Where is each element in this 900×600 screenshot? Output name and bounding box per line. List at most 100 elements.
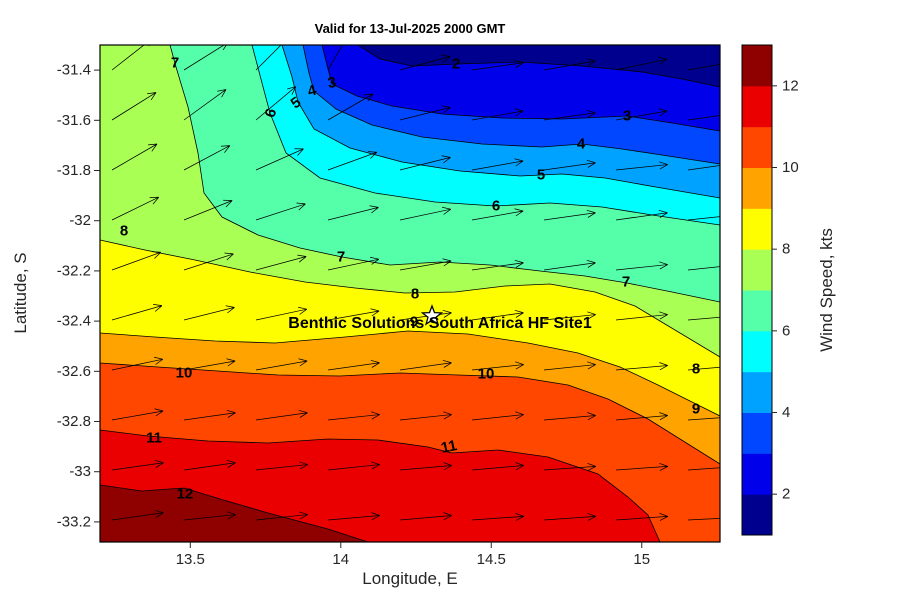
contour-label-8: 8 — [411, 286, 419, 303]
wind-arrow — [471, 158, 524, 171]
wind-arrow — [615, 161, 668, 171]
colorbar-border — [741, 44, 773, 536]
wind-arrow — [255, 511, 308, 521]
y-tick-label: -31.6 — [57, 112, 91, 129]
colorbar-tick-label: 4 — [782, 404, 790, 421]
wind-arrow — [543, 311, 596, 321]
contour-label-3: 3 — [326, 74, 337, 92]
wind-arrow — [687, 517, 720, 521]
wind-arrow — [471, 361, 524, 371]
wind-arrow — [687, 417, 720, 421]
contour-label-2: 2 — [452, 56, 460, 73]
contour-line-4 — [302, 45, 720, 165]
y-tick-label: -32.4 — [57, 313, 91, 330]
y-tick-label: -32 — [69, 212, 91, 229]
colorbar-band — [742, 494, 772, 536]
wind-arrow — [399, 359, 452, 371]
wind-arrow — [111, 45, 150, 71]
wind-arrow — [111, 356, 164, 371]
colorbar-tick-label: 8 — [782, 241, 790, 258]
contour-line-9 — [100, 330, 720, 417]
wind-arrow — [183, 511, 236, 521]
wind-arrow — [327, 411, 380, 421]
wind-arrow — [471, 59, 524, 71]
y-tick-label: -33.2 — [57, 513, 91, 530]
wind-arrow — [183, 89, 227, 121]
colorbar-band — [742, 45, 772, 87]
contour-label-10: 10 — [478, 366, 495, 383]
colorbar-band — [742, 85, 772, 128]
wind-arrow — [327, 256, 380, 271]
colorbar-band — [742, 208, 772, 250]
colorbar-band — [742, 371, 772, 413]
wind-arrow — [687, 266, 720, 271]
wind-arrow — [327, 205, 379, 221]
axes-box — [99, 44, 721, 543]
contour-label-6: 6 — [492, 198, 500, 215]
wind-arrow — [399, 155, 451, 171]
wind-arrow — [471, 411, 524, 421]
colorbar-tick-label: 6 — [782, 322, 790, 339]
contour-line-8 — [100, 239, 720, 358]
x-tick-label: 13.5 — [176, 551, 205, 568]
wind-arrow — [111, 196, 160, 221]
y-tick-label: -33 — [69, 463, 91, 480]
wind-arrow — [255, 461, 308, 471]
wind-arrow — [327, 45, 343, 71]
colorbar-tick-label: 10 — [782, 159, 799, 176]
wind-arrow — [615, 311, 668, 321]
contour-label-9: 9 — [410, 314, 418, 331]
colorbar-tick-label: 2 — [782, 486, 790, 503]
wind-arrow — [183, 409, 236, 421]
wind-arrow — [543, 159, 596, 171]
y-tick-label: -32.2 — [57, 262, 91, 279]
wind-arrow — [399, 258, 452, 271]
contour-label-5: 5 — [537, 167, 545, 184]
contour-label-7: 7 — [171, 55, 179, 72]
wind-arrow — [327, 308, 380, 321]
y-axis-ticks: -31.4 -31.6 -31.8 -32 -32.2 -32.4 -32.6 -32.8 -3… — [57, 62, 100, 530]
wind-arrow — [471, 108, 524, 121]
contour-line-10 — [100, 362, 720, 465]
contour-label-7: 7 — [622, 274, 630, 291]
wind-arrow — [399, 206, 452, 221]
colorbar-tick-label: 12 — [782, 77, 799, 94]
wind-arrow — [471, 462, 524, 471]
wind-arrow — [255, 45, 282, 71]
colorbar-band — [742, 167, 772, 209]
contour-bands — [100, 45, 720, 542]
star-icon — [420, 304, 444, 326]
colorbar-band — [742, 330, 772, 373]
wind-arrow — [687, 316, 720, 321]
colorbar-label: Wind Speed, kts — [817, 228, 836, 352]
wind-arrow — [399, 462, 452, 471]
wind-arrow — [111, 509, 164, 521]
y-tick-label: -32.6 — [57, 363, 91, 380]
y-tick-label: -32.8 — [57, 413, 91, 430]
wind-arrow — [255, 86, 297, 121]
wind-arrow — [399, 54, 451, 71]
wind-arrow — [399, 105, 451, 121]
wind-arrow — [255, 148, 304, 171]
wind-arrow — [183, 199, 233, 221]
wind-arrow — [327, 359, 380, 371]
y-tick-label: -31.8 — [57, 162, 91, 179]
contour-label-11: 11 — [146, 430, 162, 447]
contour-label-12: 12 — [177, 486, 194, 503]
wind-arrow — [183, 145, 231, 171]
wind-arrow — [183, 45, 227, 71]
contour-band-below-12 — [100, 485, 368, 542]
wind-arrow — [327, 151, 378, 171]
y-tick-label: -31.4 — [57, 62, 91, 79]
wind-arrow — [399, 309, 452, 321]
wind-arrow — [471, 208, 524, 221]
wind-arrow — [543, 512, 597, 521]
wind-arrow — [111, 251, 162, 271]
wind-arrow — [615, 56, 668, 71]
wind-arrow — [543, 462, 597, 471]
colorbar-band — [742, 126, 772, 168]
contour-label-4: 4 — [577, 136, 586, 153]
wind-arrow — [615, 108, 668, 121]
wind-arrow — [687, 366, 720, 371]
